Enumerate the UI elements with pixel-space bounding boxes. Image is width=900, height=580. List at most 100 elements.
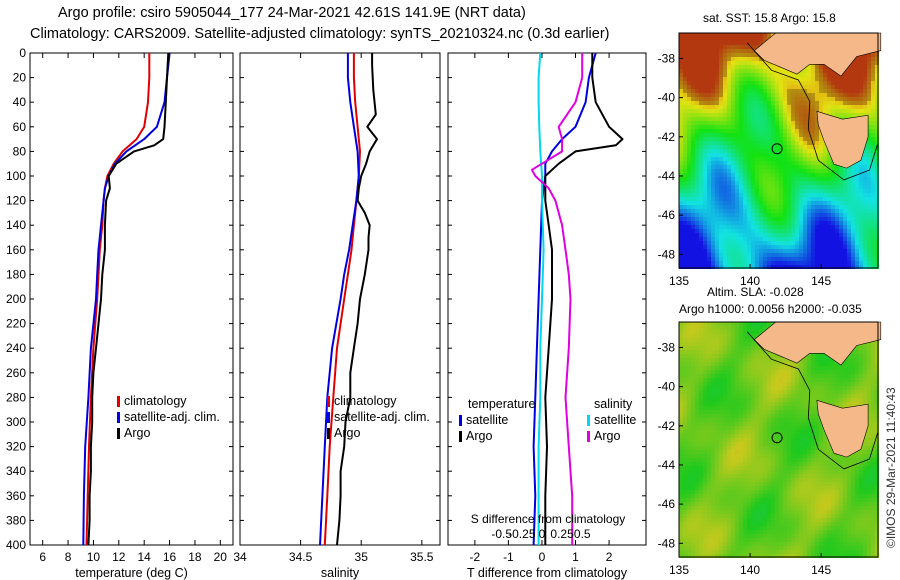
sst-map-shelf-contour	[746, 42, 879, 181]
depth-tick-label: 160	[6, 243, 26, 257]
salinity-diff-tick-label: -0.25	[508, 527, 536, 541]
diff-legend-salinity: satellite Argo	[587, 413, 636, 443]
salinity-series-satellite-adj-clim-	[319, 53, 360, 546]
figure-title-line1: Argo profile: csiro 5905044_177 24-Mar-2…	[58, 5, 526, 21]
salinity-panel: 34 34.5 35 35.5 salinity	[233, 52, 441, 580]
sla-map-xtick-label: 135	[669, 563, 689, 577]
depth-tick-label: 220	[6, 317, 26, 331]
sst-map-land-tasmania	[816, 110, 869, 169]
sla-map-frame	[678, 321, 879, 558]
sla-map-ytick-label: -42	[658, 419, 676, 433]
difference-xlabel: T difference from climatology	[467, 566, 628, 580]
sst-map-ytick-label: -40	[658, 91, 676, 105]
diff-legend-salinity-swatch	[587, 415, 590, 426]
diff-legend-sal-title: salinity	[594, 397, 633, 411]
depth-tick-label: 320	[6, 440, 26, 454]
sst-map-ytick-label: -46	[658, 208, 676, 222]
salinity-xtick-label: 34	[233, 550, 247, 564]
salinity-diff-label: S difference from climatology	[471, 512, 626, 526]
depth-tick-label: 360	[6, 489, 26, 503]
salinity-series-argo	[336, 53, 378, 546]
diff-legend-salinity-swatch	[587, 431, 590, 442]
salinity-diff-tick-label: -0.5	[491, 527, 512, 541]
diff-legend-salinity-label: satellite	[594, 413, 636, 427]
sst-map-xtick-label: 135	[669, 274, 689, 288]
difference-xtick-label: 0	[539, 550, 546, 564]
sst-map-ytick-label: -44	[658, 169, 676, 183]
temperature-legend-swatch	[117, 396, 120, 407]
depth-tick-label: 140	[6, 218, 26, 232]
salinity-xtick-label: 35	[355, 550, 369, 564]
salinity-legend: climatology satellite-adj. clim. Argo	[327, 394, 430, 440]
salinity-xlabel: salinity	[321, 566, 360, 580]
salinity-diff-tick-label: 0.25	[550, 527, 574, 541]
temperature-legend-label: climatology	[124, 394, 187, 408]
salinity-xtick-label: 35.5	[410, 550, 434, 564]
sla-map-xtick-label: 140	[740, 563, 760, 577]
salinity-series-climatology	[323, 53, 361, 546]
depth-tick-label: 200	[6, 292, 26, 306]
sla-map-shelf-contour	[746, 331, 879, 470]
diff-legend-salinity-label: Argo	[594, 429, 620, 443]
temperature-xlabel: temperature (deg C)	[75, 566, 188, 580]
depth-tick-label: 300	[6, 415, 26, 429]
sst-map-ytick-label: -38	[658, 51, 676, 65]
diff-legend-temperature-label: satellite	[466, 413, 508, 427]
salinity-diff-tick-label: 0	[539, 527, 546, 541]
sla-map-title-2: Argo h1000: 0.0056 h2000: -0.035	[679, 302, 862, 316]
temperature-xtick-label: 10	[87, 550, 101, 564]
difference-xtick-label: -1	[503, 550, 514, 564]
sst-map-xtick-label: 140	[740, 274, 760, 288]
temperature-xtick-label: 18	[188, 550, 202, 564]
depth-tick-label: 60	[13, 120, 27, 134]
salinity-legend-swatch	[327, 396, 330, 407]
diff-legend-temperature-swatch	[459, 431, 462, 442]
salinity-legend-swatch	[327, 428, 330, 439]
sla-map-ytick-label: -46	[658, 497, 676, 511]
temperature-xtick-label: 8	[65, 550, 72, 564]
temperature-legend-label: Argo	[124, 426, 150, 440]
figure-title-line2: Climatology: CARS2009. Satellite-adjuste…	[30, 26, 610, 42]
sst-map-land-mainland	[753, 32, 882, 77]
difference-xtick-label: 1	[572, 550, 579, 564]
sla-map: -38 -40 -42 -44 -46 -48 135 140 145	[658, 321, 882, 577]
sst-map-ytick-label: -42	[658, 130, 676, 144]
temperature-xtick-label: 20	[214, 550, 228, 564]
sla-map-ytick-label: -40	[658, 380, 676, 394]
depth-tick-label: 20	[13, 71, 27, 85]
sla-map-title-1: Altim. SLA: -0.028	[707, 285, 804, 299]
temperature-frame	[29, 52, 234, 546]
depth-tick-label: 80	[13, 144, 27, 158]
salinity-legend-label: satellite-adj. clim.	[334, 410, 430, 424]
depth-tick-label: 100	[6, 169, 26, 183]
depth-tick-label: 260	[6, 366, 26, 380]
temperature-xtick-label: 16	[163, 550, 177, 564]
depth-tick-label: 120	[6, 194, 26, 208]
diff-legend-temperature-label: Argo	[466, 429, 492, 443]
sla-map-xtick-label: 145	[811, 563, 831, 577]
diff-legend-temp-title: temperature	[468, 397, 535, 411]
difference-series-s-argo	[530, 53, 584, 545]
temperature-legend: climatology satellite-adj. clim. Argo	[117, 394, 220, 440]
temperature-legend-label: satellite-adj. clim.	[124, 410, 220, 424]
temperature-panel: 0 20 40 60 80 100 120 140 160 180 200 220 240 260 280 3…	[6, 46, 234, 580]
sst-map-title: sat. SST: 15.8 Argo: 15.8	[703, 11, 836, 25]
salinity-legend-label: climatology	[334, 394, 397, 408]
sla-map-land-mainland	[753, 321, 882, 366]
sst-map-argo-marker	[771, 143, 783, 155]
temperature-xtick-label: 6	[39, 550, 46, 564]
temperature-xtick-label: 14	[138, 550, 152, 564]
depth-tick-label: 280	[6, 390, 26, 404]
difference-series-s-satellite	[537, 52, 545, 545]
sla-map-ytick-label: -48	[658, 536, 676, 550]
salinity-legend-label: Argo	[334, 426, 360, 440]
sla-map-land-tasmania	[816, 399, 869, 458]
depth-tick-label: 340	[6, 464, 26, 478]
difference-series-t-argo	[544, 53, 624, 545]
temperature-legend-swatch	[117, 412, 120, 423]
sla-map-argo-marker	[771, 432, 783, 444]
depth-tick-label: 240	[6, 341, 26, 355]
depth-tick-label: 40	[13, 95, 27, 109]
salinity-xtick-label: 34.5	[289, 550, 313, 564]
